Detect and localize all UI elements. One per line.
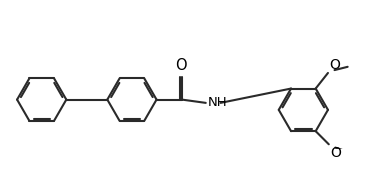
Text: NH: NH bbox=[207, 96, 227, 109]
Text: O: O bbox=[330, 146, 341, 159]
Text: O: O bbox=[175, 58, 187, 73]
Text: O: O bbox=[329, 58, 340, 72]
